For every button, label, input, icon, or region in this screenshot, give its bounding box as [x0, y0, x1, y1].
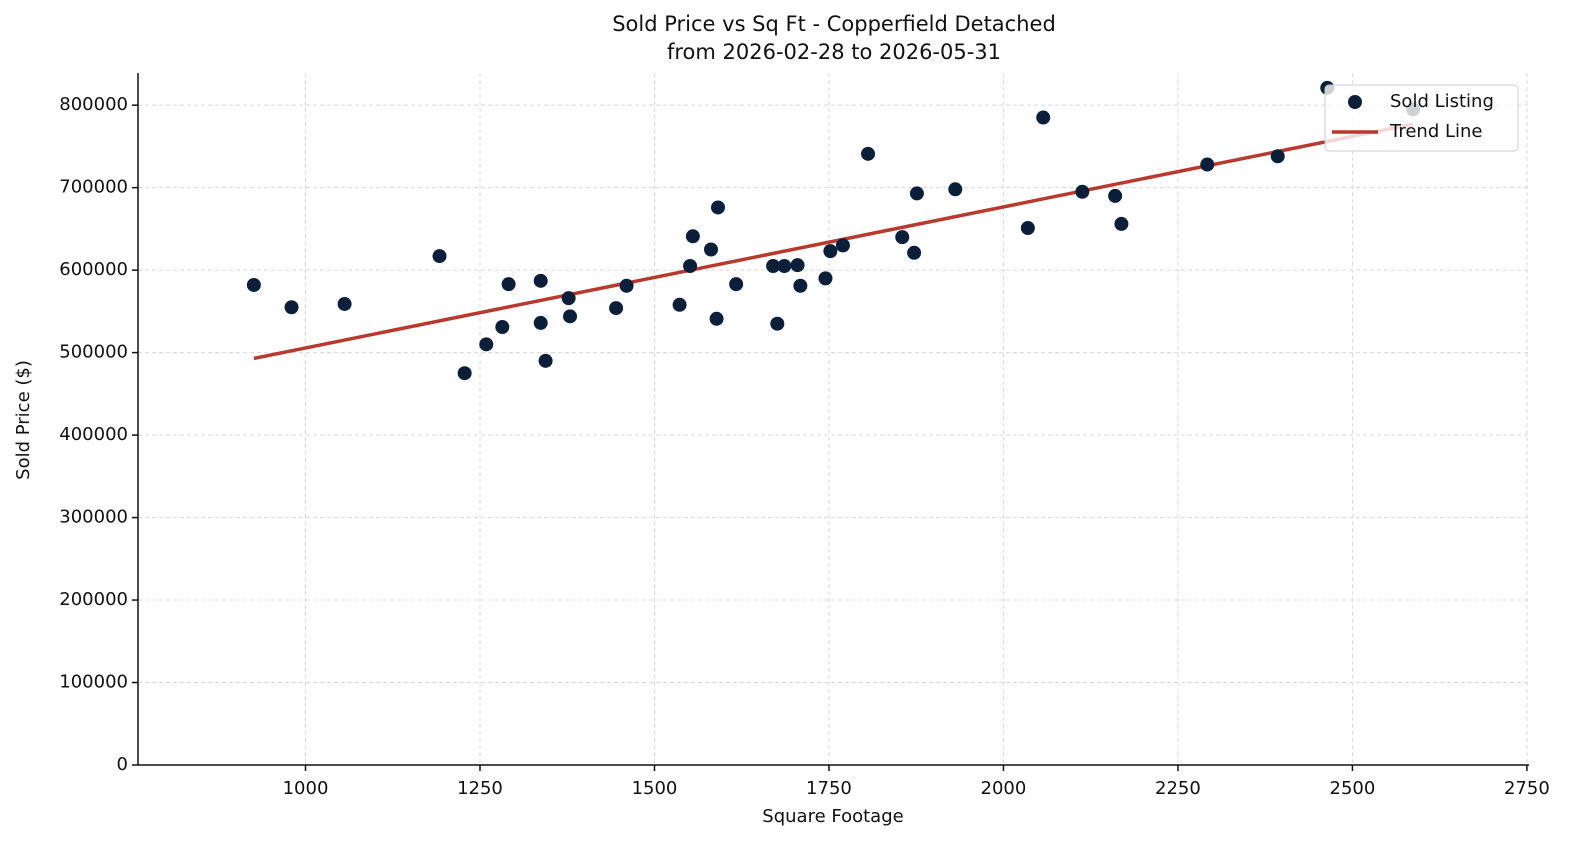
x-tick-label: 1250	[457, 778, 503, 799]
data-point	[685, 229, 700, 244]
data-point	[337, 296, 352, 311]
y-tick-label: 200000	[59, 589, 128, 610]
data-point	[683, 259, 698, 274]
y-tick-label: 400000	[59, 424, 128, 445]
x-axis-label: Square Footage	[762, 806, 903, 827]
data-point	[777, 259, 792, 274]
x-tick-label: 2750	[1504, 778, 1550, 799]
data-point	[818, 271, 833, 286]
trend-line	[253, 122, 1414, 361]
data-point	[533, 273, 548, 288]
data-point	[495, 320, 510, 335]
y-tick-label: 100000	[59, 672, 128, 693]
chart-title: Sold Price vs Sq Ft - Copperfield Detach…	[612, 12, 1056, 36]
data-point	[861, 146, 876, 161]
data-point	[1108, 188, 1123, 203]
data-point	[729, 277, 744, 292]
data-point	[709, 311, 724, 326]
data-point	[432, 249, 447, 264]
data-point	[479, 337, 494, 352]
data-point	[1036, 110, 1051, 125]
data-point	[793, 278, 808, 293]
data-point	[823, 244, 838, 259]
legend-label: Sold Listing	[1390, 91, 1494, 112]
data-point	[284, 300, 299, 315]
data-point	[710, 200, 725, 215]
data-point	[835, 238, 850, 253]
data-point	[1270, 149, 1285, 164]
data-point	[907, 245, 922, 260]
y-tick-label: 600000	[59, 259, 128, 280]
data-point	[790, 258, 805, 273]
legend-label: Trend Line	[1389, 121, 1483, 142]
chart-subtitle: from 2026-02-28 to 2026-05-31	[667, 40, 1001, 64]
legend-box	[1324, 84, 1519, 152]
data-point	[672, 297, 687, 312]
data-point	[1200, 157, 1215, 172]
data-point	[563, 309, 578, 324]
data-point	[1020, 221, 1035, 236]
data-point	[1114, 216, 1129, 231]
x-tick-label: 2500	[1330, 778, 1376, 799]
y-tick-label: 500000	[59, 342, 128, 363]
data-point	[533, 315, 548, 330]
data-point	[609, 301, 624, 316]
data-point	[895, 230, 910, 245]
data-point	[770, 316, 785, 331]
data-point	[948, 182, 963, 197]
x-tick-label: 2250	[1155, 778, 1201, 799]
y-axis-label: Sold Price ($)	[13, 360, 34, 480]
data-point	[909, 186, 924, 201]
x-tick-label: 2000	[981, 778, 1027, 799]
y-tick-label: 800000	[59, 94, 128, 115]
x-tick-label: 1000	[283, 778, 329, 799]
data-point	[501, 277, 516, 292]
y-tick-label: 700000	[59, 177, 128, 198]
legend: Sold Listing Trend Line	[1324, 84, 1519, 152]
data-point	[246, 277, 261, 292]
y-tick-label: 300000	[59, 507, 128, 528]
data-point	[704, 242, 719, 257]
y-tick-label: 0	[117, 754, 128, 775]
x-tick-label: 1750	[806, 778, 852, 799]
data-point	[1075, 184, 1090, 199]
data-point	[766, 259, 781, 274]
data-point	[561, 291, 576, 306]
data-point	[457, 366, 472, 381]
data-point	[538, 353, 553, 368]
legend-marker	[1348, 95, 1362, 109]
x-tick-label: 1500	[632, 778, 678, 799]
data-point	[619, 278, 634, 293]
